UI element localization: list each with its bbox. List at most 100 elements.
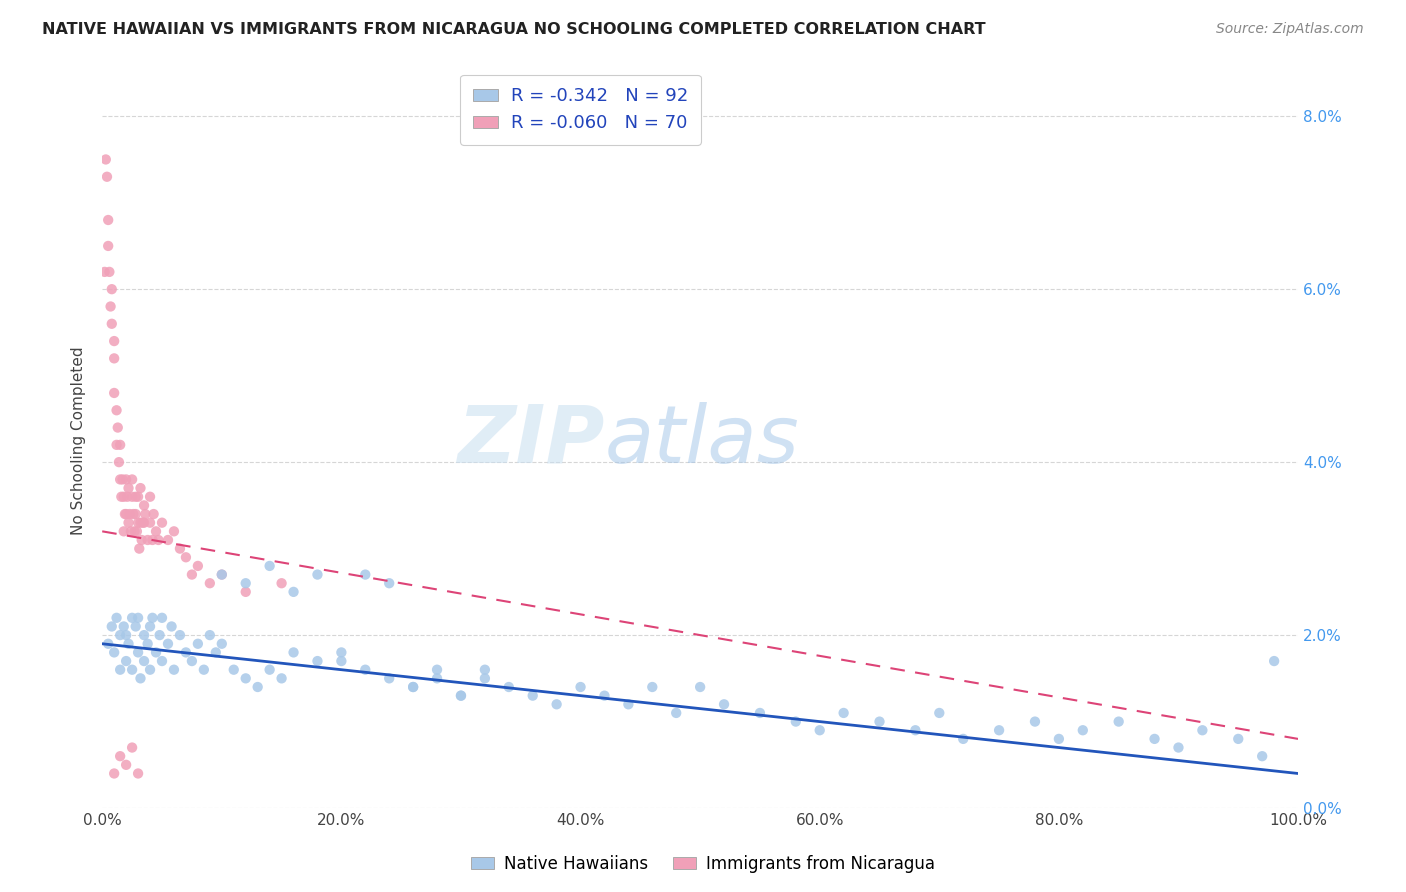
Point (270, 576, 292, 591)
Point (1108, 714, 1130, 729)
Point (112, 524, 135, 539)
Point (128, 541, 150, 556)
Point (132, 499, 155, 513)
Point (259, 558, 281, 573)
Point (354, 567, 377, 582)
Point (378, 671, 401, 685)
Point (136, 637, 159, 651)
Point (832, 706, 855, 720)
Point (617, 698, 640, 712)
Point (125, 507, 148, 521)
Point (450, 689, 472, 703)
Point (180, 567, 202, 582)
Point (426, 663, 449, 677)
Point (330, 645, 353, 659)
Point (378, 576, 401, 591)
Point (952, 731, 974, 746)
Point (689, 680, 711, 694)
Point (450, 689, 472, 703)
Point (808, 723, 831, 738)
Point (134, 507, 156, 521)
Point (169, 541, 191, 556)
Point (112, 619, 135, 633)
Point (129, 671, 152, 685)
Point (1251, 749, 1274, 764)
Point (426, 671, 449, 685)
Point (402, 680, 425, 694)
Point (125, 619, 148, 633)
Point (180, 654, 202, 668)
Point (163, 524, 186, 539)
Point (129, 516, 152, 530)
Point (259, 663, 281, 677)
Point (114, 507, 136, 521)
Point (198, 576, 221, 591)
Point (115, 628, 138, 642)
Text: ZIP: ZIP (457, 401, 605, 480)
Point (108, 438, 131, 452)
Point (101, 317, 124, 331)
Point (193, 663, 215, 677)
Point (105, 611, 128, 625)
Point (136, 533, 159, 547)
Point (132, 516, 155, 530)
Point (121, 472, 143, 486)
Point (169, 628, 191, 642)
Point (211, 637, 233, 651)
Point (150, 516, 173, 530)
Point (148, 533, 170, 547)
Point (117, 637, 139, 651)
Point (141, 533, 163, 547)
Text: Source: ZipAtlas.com: Source: ZipAtlas.com (1216, 22, 1364, 37)
Point (474, 671, 496, 685)
Point (132, 654, 155, 668)
Point (163, 663, 186, 677)
Point (129, 481, 152, 495)
Point (127, 516, 149, 530)
Point (283, 645, 305, 659)
Point (145, 524, 167, 539)
Point (174, 645, 197, 659)
Point (139, 490, 162, 504)
Point (93, 265, 115, 279)
Point (904, 723, 927, 738)
Point (139, 516, 162, 530)
Point (97, 239, 120, 253)
Point (117, 516, 139, 530)
Point (145, 645, 167, 659)
Point (665, 706, 688, 720)
Point (127, 611, 149, 625)
Point (121, 740, 143, 755)
Point (354, 663, 377, 677)
Point (103, 386, 125, 401)
Point (1167, 740, 1189, 755)
Text: NATIVE HAWAIIAN VS IMMIGRANTS FROM NICARAGUA NO SCHOOLING COMPLETED CORRELATION : NATIVE HAWAIIAN VS IMMIGRANTS FROM NICAR… (42, 22, 986, 37)
Point (103, 351, 125, 366)
Point (103, 766, 125, 780)
Point (246, 680, 269, 694)
Point (97, 637, 120, 651)
Point (132, 628, 155, 642)
Point (127, 645, 149, 659)
Point (498, 680, 520, 694)
Point (1143, 731, 1166, 746)
Point (139, 619, 162, 633)
Point (928, 706, 950, 720)
Point (307, 567, 329, 582)
Point (103, 645, 125, 659)
Point (307, 654, 329, 668)
Point (270, 671, 292, 685)
Point (235, 585, 257, 599)
Point (546, 698, 568, 712)
Point (105, 403, 128, 417)
Point (117, 481, 139, 495)
Point (748, 706, 770, 720)
Point (108, 455, 131, 469)
Y-axis label: No Schooling Completed: No Schooling Completed (72, 346, 86, 535)
Point (96, 169, 118, 184)
Point (187, 558, 209, 573)
Point (122, 507, 145, 521)
Point (187, 637, 209, 651)
Point (112, 490, 135, 504)
Legend: R = -0.342   N = 92, R = -0.060   N = 70: R = -0.342 N = 92, R = -0.060 N = 70 (460, 75, 700, 145)
